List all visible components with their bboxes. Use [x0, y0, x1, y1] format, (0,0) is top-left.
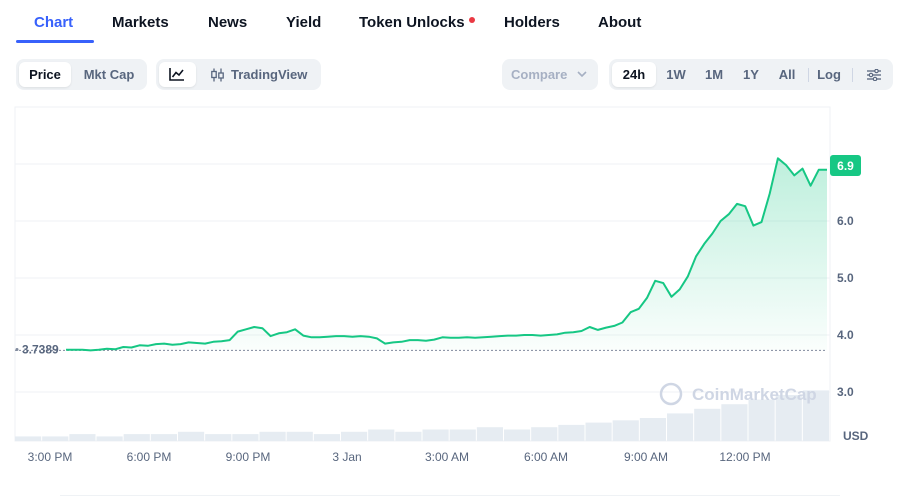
price-area: [66, 158, 827, 351]
y-axis: 3.0 4.0 5.0 6.0: [837, 214, 854, 399]
watermark: CoinMarketCap: [659, 382, 817, 406]
tab-news[interactable]: News: [208, 14, 248, 31]
volume-bar: [15, 436, 42, 441]
line-chart-icon: [169, 68, 184, 81]
volume-bar: [341, 431, 368, 441]
volume-bar: [748, 399, 775, 441]
volume-bar: [639, 418, 666, 441]
tab-chart[interactable]: Chart: [34, 14, 74, 31]
range-all-button[interactable]: All: [778, 67, 796, 82]
volume-bar: [96, 436, 123, 441]
nav-tabs: Chart Markets News Yield Token Unlocks H…: [0, 0, 900, 44]
last-price-label: 6.9: [837, 159, 854, 173]
metric-toggle: Price Mkt Cap: [16, 59, 147, 90]
chart-settings-button[interactable]: [859, 62, 889, 87]
chevron-down-icon: [577, 71, 587, 78]
candlestick-icon: [211, 68, 224, 82]
volume-bar: [178, 431, 205, 441]
range-1m-button[interactable]: 1M: [704, 67, 724, 82]
volume-bar: [694, 408, 721, 441]
y-tick-label: 6.0: [837, 214, 854, 228]
price-chart[interactable]: CoinMarketCap 3.7389 3.0 4.0 5.0 6.0 6.9 US…: [0, 100, 900, 472]
x-tick-label: 12:00 PM: [719, 450, 770, 464]
volume-bar: [422, 429, 449, 441]
range-1y-button[interactable]: 1Y: [743, 67, 759, 82]
last-price-badge: [830, 155, 861, 176]
mkt-cap-button[interactable]: Mkt Cap: [83, 67, 135, 82]
x-axis: 3:00 PM 6:00 PM 9:00 PM 3 Jan 3:00 AM 6:00 AM…: [28, 450, 771, 464]
volume-bar: [313, 434, 340, 441]
volume-bar: [721, 404, 748, 441]
y-tick-label: 3.0: [837, 385, 854, 399]
open-price-label: 3.7389: [22, 343, 59, 357]
volume-bar: [42, 436, 69, 441]
tab-token-unlocks[interactable]: Token Unlocks: [359, 14, 465, 31]
volume-bar: [69, 434, 96, 441]
tab-about[interactable]: About: [598, 14, 642, 31]
volume-bar: [612, 420, 639, 441]
divider: [808, 68, 809, 82]
volume-bar: [205, 434, 232, 441]
x-tick-label: 3:00 AM: [425, 450, 469, 464]
volume-bar: [558, 424, 585, 441]
price-button[interactable]: Price: [19, 62, 71, 87]
volume-bar: [585, 422, 612, 441]
volume-bar: [802, 390, 829, 441]
volume-bar: [368, 429, 395, 441]
x-tick-label: 3 Jan: [332, 450, 361, 464]
new-badge-dot: [469, 17, 475, 23]
volume-bar: [123, 434, 150, 441]
compare-dropdown[interactable]: Compare: [502, 59, 598, 90]
x-tick-label: 6:00 AM: [524, 450, 568, 464]
currency-label: USD: [843, 429, 869, 443]
volume-bar: [286, 431, 313, 441]
volume-bar: [667, 413, 694, 441]
volume-bar: [504, 429, 531, 441]
coinmarketcap-logo-icon: [659, 382, 683, 406]
range-1w-button[interactable]: 1W: [666, 67, 686, 82]
open-price-marker: [15, 348, 19, 351]
y-tick-label: 4.0: [837, 328, 854, 342]
sliders-icon: [867, 69, 881, 81]
volume-bar: [531, 427, 558, 441]
volume-bar: [449, 429, 476, 441]
log-scale-button[interactable]: Log: [817, 67, 841, 82]
watermark-text: CoinMarketCap: [692, 385, 817, 404]
line-chart-button[interactable]: [159, 62, 196, 87]
x-tick-label: 6:00 PM: [127, 450, 172, 464]
tab-yield[interactable]: Yield: [286, 14, 322, 31]
last-price-tag: 6.9: [830, 155, 861, 176]
volume-bar: [259, 431, 286, 441]
tab-markets[interactable]: Markets: [112, 14, 169, 31]
tab-holders[interactable]: Holders: [504, 14, 560, 31]
price-line: [66, 157, 827, 352]
tradingview-button[interactable]: TradingView: [200, 62, 318, 87]
x-tick-label: 9:00 PM: [226, 450, 271, 464]
y-tick-label: 5.0: [837, 271, 854, 285]
range-24h-button[interactable]: 24h: [612, 62, 656, 87]
x-tick-label: 3:00 PM: [28, 450, 73, 464]
volume-bar: [150, 434, 177, 441]
volume-bars: [15, 390, 829, 441]
x-tick-label: 9:00 AM: [624, 450, 668, 464]
divider: [60, 495, 840, 496]
chart-type-toggle: TradingView: [156, 59, 321, 90]
time-range-toggle: 24h 1W 1M 1Y All Log: [609, 59, 893, 90]
volume-bar: [775, 395, 802, 441]
volume-bar: [232, 434, 259, 441]
active-tab-indicator: [16, 40, 94, 43]
tradingview-label: TradingView: [231, 67, 308, 82]
volume-bar: [395, 431, 422, 441]
volume-bar: [476, 427, 503, 441]
divider: [852, 68, 853, 82]
compare-placeholder: Compare: [511, 67, 568, 82]
